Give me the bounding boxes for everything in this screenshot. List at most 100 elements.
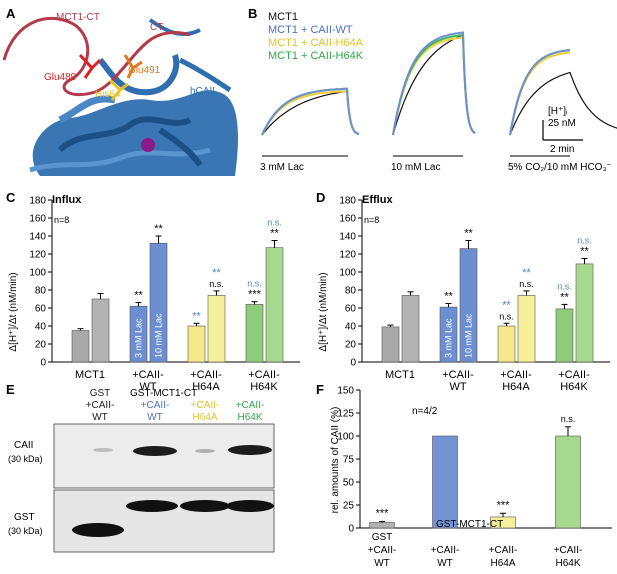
blot-caii-band-1 xyxy=(93,448,113,452)
panel-a: A MCT1-CT CT Glu489 Glu491 His64 hCAII xyxy=(2,4,240,176)
bar-2-0 xyxy=(497,325,516,363)
category-line3: H64K xyxy=(555,558,580,569)
panel-c-title: Influx xyxy=(52,194,82,206)
sig-label: *** xyxy=(497,499,511,511)
y-tick-label: 160 xyxy=(29,214,46,225)
sig-blue: n.s. xyxy=(267,218,282,228)
y-tick-label: 0 xyxy=(350,358,356,369)
label-glu491: Glu491 xyxy=(128,65,161,76)
bar-2-0 xyxy=(187,325,206,363)
lane-header-line2: +CAII- xyxy=(141,400,170,411)
y-tick-label: 180 xyxy=(339,196,356,207)
category-label-0: MCT1 xyxy=(385,369,415,381)
y-tick-label: 80 xyxy=(35,286,47,297)
y-tick-label: 100 xyxy=(29,268,46,279)
sig-black: *** xyxy=(248,289,262,301)
bar-3-1 xyxy=(575,263,594,363)
category-label-3: H64K xyxy=(250,381,278,393)
category-line2: +CAII- xyxy=(554,545,583,556)
blot-gst-band-2 xyxy=(126,500,178,512)
sig-black: ** xyxy=(464,228,473,240)
lane-header-line2: +CAII- xyxy=(236,400,265,411)
category-label-1: WT xyxy=(139,381,156,393)
bar-inner-label: 10 mM Lac xyxy=(154,313,164,358)
y-tick-label: 25 xyxy=(343,501,355,512)
y-tick-label: 120 xyxy=(29,250,46,261)
panel-d-letter: D xyxy=(316,190,325,205)
blot-gst-band-4 xyxy=(226,500,274,512)
blot-caii xyxy=(53,423,275,489)
label-his64: His64 xyxy=(95,89,121,100)
sig-black: ** xyxy=(154,223,163,235)
y-tick-label: 60 xyxy=(35,304,47,315)
y-tick-label: 60 xyxy=(345,304,357,315)
category-label-3: H64K xyxy=(560,381,588,393)
condition-label-1: 10 mM Lac xyxy=(391,162,440,173)
blot-caii-band-3 xyxy=(195,449,215,453)
panel-c-letter: C xyxy=(6,190,16,205)
scalebar-y-value: 25 nM xyxy=(548,118,576,129)
bar-3-0 xyxy=(555,308,574,363)
lane-header-line3: H64A xyxy=(192,412,217,423)
category-line2: +CAII- xyxy=(431,545,460,556)
category-label-2: H64A xyxy=(192,381,220,393)
lane-header-line2: +CAII- xyxy=(191,400,220,411)
bar-inner-label: 3 mM Lac xyxy=(134,318,144,358)
panel-f-group-header: GST-MCT1-CT xyxy=(436,519,503,530)
label-glu489: Glu489 xyxy=(44,72,77,83)
panel-a-letter: A xyxy=(6,6,16,21)
panel-d-n: n=8 xyxy=(364,215,379,225)
panel-f-n: n=4/2 xyxy=(412,406,438,417)
lane-header-line3: H64K xyxy=(237,412,262,423)
blot-caii-band-4 xyxy=(228,445,272,455)
bar-3-1 xyxy=(265,247,284,363)
bar-0-1 xyxy=(91,298,110,363)
lane-header-line2: +CAII- xyxy=(86,400,115,411)
y-tick-label: 140 xyxy=(29,232,46,243)
label-ct: CT xyxy=(150,22,163,33)
sig-black: ** xyxy=(134,290,143,302)
category-line1: GST xyxy=(372,532,393,543)
y-tick-label: 150 xyxy=(337,386,354,397)
panel-f-chart: 0 25 50 75 100 125 150 *** GST +CAII- WT +CAII- WT **… xyxy=(337,386,612,569)
legend-wt: MCT1 + CAII-WT xyxy=(268,24,353,36)
scalebar-y-label: [H⁺]ᵢ xyxy=(548,106,568,117)
category-label-2: +CAII- xyxy=(190,369,222,381)
sig-black: n.s. xyxy=(209,279,224,289)
row-label-caii: CAII xyxy=(14,440,33,451)
bar-0 xyxy=(369,522,395,529)
panel-b-traces xyxy=(261,31,617,136)
y-tick-label: 140 xyxy=(339,232,356,243)
sig-blue: ** xyxy=(212,267,221,279)
panel-e-letter: E xyxy=(6,382,15,397)
trace-wt xyxy=(261,31,571,136)
blot-gst-band-3 xyxy=(180,500,230,512)
y-tick-label: 100 xyxy=(339,268,356,279)
bar-inner-label: 10 mM Lac xyxy=(464,313,474,358)
sig-blue: n.s. xyxy=(247,279,262,289)
sig-black: ** xyxy=(560,291,569,303)
y-tick-label: 180 xyxy=(29,196,46,207)
sig-label: *** xyxy=(376,508,390,520)
y-tick-label: 160 xyxy=(339,214,356,225)
category-label-3: +CAII- xyxy=(248,369,280,381)
panel-c-ylabel: Δ[H⁺]/Δt (nM/min) xyxy=(8,272,19,351)
legend-mct1: MCT1 xyxy=(268,11,298,23)
panel-c-n: n=8 xyxy=(54,215,69,225)
bar-3-0 xyxy=(245,304,264,363)
sig-black: n.s. xyxy=(499,311,514,321)
bar-inner-label: 3 mM Lac xyxy=(444,318,454,358)
sig-black: ** xyxy=(444,291,453,303)
y-tick-label: 75 xyxy=(343,455,355,466)
y-tick-label: 50 xyxy=(343,478,355,489)
y-tick-label: 125 xyxy=(337,409,354,420)
bar-0-1 xyxy=(401,295,420,363)
panel-c-chart: 0 20 40 60 80 100 120 140 160 180 MCT1 ** 3 mM Lac **… xyxy=(29,196,300,393)
legend-h64k: MCT1 + CAII-H64K xyxy=(268,50,364,62)
sig-black: ** xyxy=(580,246,589,258)
row-size-gst: (30 kDa) xyxy=(8,526,43,536)
sig-label: n.s. xyxy=(561,414,576,424)
sig-blue: ** xyxy=(522,267,531,279)
legend-h64a: MCT1 + CAII-H64A xyxy=(268,37,364,49)
